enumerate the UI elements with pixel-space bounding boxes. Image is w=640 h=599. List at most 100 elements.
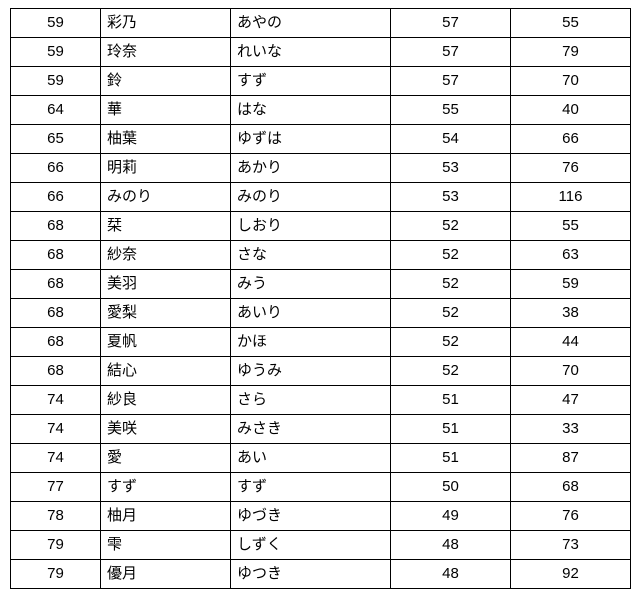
cell-kanji: 玲奈 (101, 38, 231, 67)
cell-reading: すず (231, 67, 391, 96)
cell-reading: さら (231, 386, 391, 415)
cell-rank: 68 (11, 357, 101, 386)
cell-val_a: 53 (391, 154, 511, 183)
cell-rank: 74 (11, 415, 101, 444)
cell-rank: 79 (11, 531, 101, 560)
cell-kanji: 愛 (101, 444, 231, 473)
table-row: 68美羽みう5259 (11, 270, 631, 299)
cell-reading: あいり (231, 299, 391, 328)
cell-rank: 65 (11, 125, 101, 154)
cell-val_a: 57 (391, 9, 511, 38)
cell-val_a: 51 (391, 386, 511, 415)
cell-kanji: 美羽 (101, 270, 231, 299)
cell-val_a: 52 (391, 241, 511, 270)
table-row: 68紗奈さな5263 (11, 241, 631, 270)
cell-kanji: すず (101, 473, 231, 502)
cell-val_b: 76 (511, 502, 631, 531)
table-row: 74美咲みさき5133 (11, 415, 631, 444)
table-row: 79優月ゆつき4892 (11, 560, 631, 589)
cell-kanji: 紗奈 (101, 241, 231, 270)
table-row: 66明莉あかり5376 (11, 154, 631, 183)
table-row: 78柚月ゆづき4976 (11, 502, 631, 531)
table-container: 59彩乃あやの575559玲奈れいな577959鈴すず577064華はな5540… (0, 0, 640, 599)
cell-rank: 59 (11, 9, 101, 38)
cell-val_b: 63 (511, 241, 631, 270)
cell-val_a: 48 (391, 531, 511, 560)
cell-kanji: 愛梨 (101, 299, 231, 328)
cell-rank: 77 (11, 473, 101, 502)
cell-val_a: 52 (391, 212, 511, 241)
cell-val_b: 55 (511, 9, 631, 38)
cell-kanji: 優月 (101, 560, 231, 589)
cell-rank: 66 (11, 154, 101, 183)
table-row: 68愛梨あいり5238 (11, 299, 631, 328)
table-row: 68栞しおり5255 (11, 212, 631, 241)
cell-kanji: 雫 (101, 531, 231, 560)
cell-rank: 74 (11, 386, 101, 415)
cell-rank: 68 (11, 299, 101, 328)
cell-kanji: 鈴 (101, 67, 231, 96)
cell-reading: しずく (231, 531, 391, 560)
cell-val_a: 48 (391, 560, 511, 589)
table-row: 59鈴すず5770 (11, 67, 631, 96)
table-row: 79雫しずく4873 (11, 531, 631, 560)
cell-kanji: 美咲 (101, 415, 231, 444)
table-row: 77すずすず5068 (11, 473, 631, 502)
cell-val_b: 66 (511, 125, 631, 154)
cell-kanji: 柚葉 (101, 125, 231, 154)
cell-rank: 79 (11, 560, 101, 589)
cell-val_b: 70 (511, 67, 631, 96)
cell-val_a: 57 (391, 67, 511, 96)
cell-reading: はな (231, 96, 391, 125)
cell-kanji: みのり (101, 183, 231, 212)
cell-val_a: 52 (391, 299, 511, 328)
cell-val_a: 51 (391, 444, 511, 473)
cell-val_b: 87 (511, 444, 631, 473)
table-row: 68結心ゆうみ5270 (11, 357, 631, 386)
cell-reading: あい (231, 444, 391, 473)
table-row: 74紗良さら5147 (11, 386, 631, 415)
cell-reading: れいな (231, 38, 391, 67)
cell-rank: 59 (11, 38, 101, 67)
cell-val_a: 50 (391, 473, 511, 502)
cell-val_b: 70 (511, 357, 631, 386)
cell-val_a: 55 (391, 96, 511, 125)
cell-rank: 74 (11, 444, 101, 473)
cell-val_b: 59 (511, 270, 631, 299)
cell-rank: 68 (11, 328, 101, 357)
cell-val_b: 116 (511, 183, 631, 212)
cell-rank: 78 (11, 502, 101, 531)
cell-reading: みのり (231, 183, 391, 212)
cell-reading: かほ (231, 328, 391, 357)
cell-val_b: 47 (511, 386, 631, 415)
cell-rank: 68 (11, 270, 101, 299)
cell-kanji: 柚月 (101, 502, 231, 531)
cell-val_a: 52 (391, 357, 511, 386)
cell-reading: ゆずは (231, 125, 391, 154)
cell-reading: ゆづき (231, 502, 391, 531)
cell-kanji: 明莉 (101, 154, 231, 183)
cell-val_a: 53 (391, 183, 511, 212)
cell-reading: しおり (231, 212, 391, 241)
cell-val_b: 38 (511, 299, 631, 328)
cell-val_a: 51 (391, 415, 511, 444)
cell-val_a: 57 (391, 38, 511, 67)
cell-rank: 68 (11, 241, 101, 270)
name-ranking-table: 59彩乃あやの575559玲奈れいな577959鈴すず577064華はな5540… (10, 8, 631, 589)
table-row: 74愛あい5187 (11, 444, 631, 473)
cell-val_b: 68 (511, 473, 631, 502)
cell-reading: ゆうみ (231, 357, 391, 386)
cell-kanji: 彩乃 (101, 9, 231, 38)
cell-val_a: 54 (391, 125, 511, 154)
table-row: 64華はな5540 (11, 96, 631, 125)
cell-kanji: 華 (101, 96, 231, 125)
cell-reading: ゆつき (231, 560, 391, 589)
cell-val_b: 40 (511, 96, 631, 125)
cell-val_b: 44 (511, 328, 631, 357)
cell-reading: みさき (231, 415, 391, 444)
cell-kanji: 栞 (101, 212, 231, 241)
cell-reading: さな (231, 241, 391, 270)
cell-val_b: 73 (511, 531, 631, 560)
cell-val_a: 52 (391, 270, 511, 299)
cell-reading: あやの (231, 9, 391, 38)
